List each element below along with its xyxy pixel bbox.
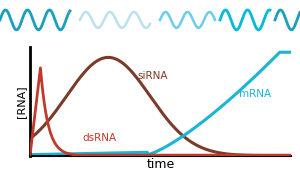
X-axis label: time: time bbox=[146, 158, 175, 171]
Text: siRNA: siRNA bbox=[137, 71, 167, 81]
Text: dsRNA: dsRNA bbox=[82, 133, 116, 143]
Y-axis label: [RNA]: [RNA] bbox=[16, 85, 26, 118]
Text: mRNA: mRNA bbox=[239, 89, 271, 99]
